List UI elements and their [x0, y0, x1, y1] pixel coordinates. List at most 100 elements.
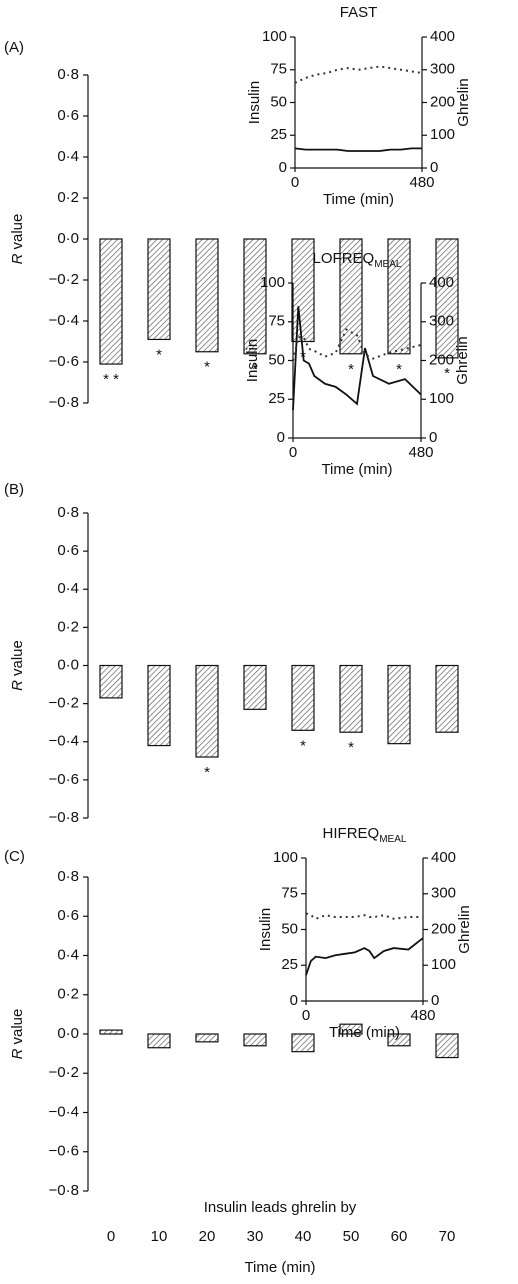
- y-axis-label: Rvalue: [9, 1009, 26, 1060]
- bar: [147, 238, 171, 341]
- y-tick-label: −0·2: [49, 271, 79, 288]
- bar: [291, 664, 315, 731]
- bar: [291, 1033, 315, 1053]
- x-tick-label: 480: [409, 174, 434, 191]
- x-tick-label: 20: [199, 1228, 216, 1245]
- y2-tick-label: 200: [430, 93, 455, 110]
- series-line: [294, 65, 423, 84]
- y-tick-label: 100: [260, 274, 285, 291]
- y-tick-label: 0·0: [57, 230, 79, 247]
- inset-title: HIFREQMEAL: [323, 825, 407, 845]
- y-label-symbol: R: [9, 680, 26, 691]
- y-tick-label: 0: [290, 992, 298, 1009]
- y-axis-label: Rvalue: [9, 640, 26, 691]
- y-tick-label: −0·8: [49, 809, 79, 826]
- y-tick-label: 50: [281, 920, 298, 937]
- panel-label: (A): [4, 39, 24, 56]
- x-tick-label: 50: [343, 1228, 360, 1245]
- y-tick-label: 0·8: [57, 504, 79, 521]
- y-tick-label: 50: [268, 351, 285, 368]
- y2-tick-label: 300: [430, 61, 455, 78]
- y2-tick-label: 0: [429, 429, 437, 446]
- bar: [435, 238, 459, 359]
- inset-title-main: FAST: [340, 4, 378, 21]
- y2-tick-label: 0: [430, 159, 438, 176]
- y-axis-label: Rvalue: [9, 214, 26, 265]
- x-axis-label: Time (min): [321, 461, 392, 478]
- y2-tick-label: 200: [431, 920, 456, 937]
- inset-title-sub: MEAL: [374, 259, 402, 270]
- panel-label: (C): [4, 848, 25, 865]
- significance-label: *: [348, 361, 354, 378]
- inset-axes: [305, 858, 424, 1002]
- x-axis-label: Time (min): [329, 1024, 400, 1041]
- significance-label: *: [204, 359, 210, 376]
- significance-label: *: [156, 346, 162, 363]
- axis-label: Insulin: [257, 908, 274, 951]
- y2-tick-label: 300: [429, 313, 454, 330]
- panel-label: (B): [4, 481, 24, 498]
- bar: [243, 1033, 267, 1047]
- significance-label: *: [348, 739, 354, 756]
- bar: [387, 238, 411, 355]
- bar: [387, 1033, 411, 1047]
- y-tick-label: −0·8: [49, 1182, 79, 1199]
- y-tick-label: 0·8: [57, 868, 79, 885]
- y-tick-label: −0·4: [49, 312, 79, 329]
- series-line: [305, 937, 424, 976]
- bar: [387, 664, 411, 745]
- inset-title: FAST: [340, 4, 378, 21]
- y-tick-label: 0·6: [57, 907, 79, 924]
- bar: [195, 664, 219, 758]
- axis-label: Insulin: [244, 339, 261, 382]
- inset-axes: [294, 37, 423, 169]
- x-tick-label: 60: [391, 1228, 408, 1245]
- y2-tick-label: 400: [429, 274, 454, 291]
- axis-label: Ghrelin: [454, 336, 471, 384]
- y-tick-label: 25: [268, 390, 285, 407]
- significance-label: *: [396, 361, 402, 378]
- x-tick-label: 10: [151, 1228, 168, 1245]
- y-tick-label: 100: [273, 849, 298, 866]
- y2-tick-label: 0: [431, 992, 439, 1009]
- bar: [195, 1033, 219, 1043]
- y-tick-label: 75: [268, 313, 285, 330]
- bar: [99, 664, 123, 699]
- y-tick-label: 0·4: [57, 946, 79, 963]
- y-tick-label: 0: [279, 159, 287, 176]
- y2-tick-label: 400: [431, 849, 456, 866]
- x-tick-label: 30: [247, 1228, 264, 1245]
- y-tick-label: −0·4: [49, 1103, 79, 1120]
- significance-label: *: [204, 764, 210, 781]
- bar: [291, 238, 315, 343]
- x-axis-label: Insulin leads ghrelin by: [204, 1199, 357, 1216]
- x-tick-label: 0: [302, 1007, 310, 1024]
- y-tick-label: 0·0: [57, 1025, 79, 1042]
- y-tick-label: 0·8: [57, 66, 79, 83]
- series-line: [305, 912, 423, 920]
- y-tick-label: 0·2: [57, 618, 79, 635]
- significance-label: *: [444, 365, 450, 382]
- bar: [99, 238, 123, 365]
- inset-title-main: HIFREQ: [323, 825, 380, 842]
- y2-tick-label: 200: [429, 351, 454, 368]
- y-tick-label: 50: [270, 93, 287, 110]
- x-tick-label: 0: [289, 444, 297, 461]
- y-tick-label: −0·6: [49, 353, 79, 370]
- bar: [195, 238, 219, 353]
- bar: [243, 664, 267, 710]
- y-tick-label: 75: [270, 61, 287, 78]
- significance-label: * *: [103, 371, 119, 388]
- x-tick-label: 70: [439, 1228, 456, 1245]
- y-tick-label: 25: [281, 956, 298, 973]
- y-label-text: value: [9, 214, 26, 250]
- x-axis-label: Time (min): [244, 1259, 315, 1276]
- y-tick-label: 0·2: [57, 986, 79, 1003]
- y-tick-label: 0·0: [57, 656, 79, 673]
- y-tick-label: 0: [277, 429, 285, 446]
- y-tick-label: 0·6: [57, 107, 79, 124]
- y-tick-label: 0·4: [57, 580, 79, 597]
- y-tick-label: 0·2: [57, 189, 79, 206]
- y2-tick-label: 400: [430, 28, 455, 45]
